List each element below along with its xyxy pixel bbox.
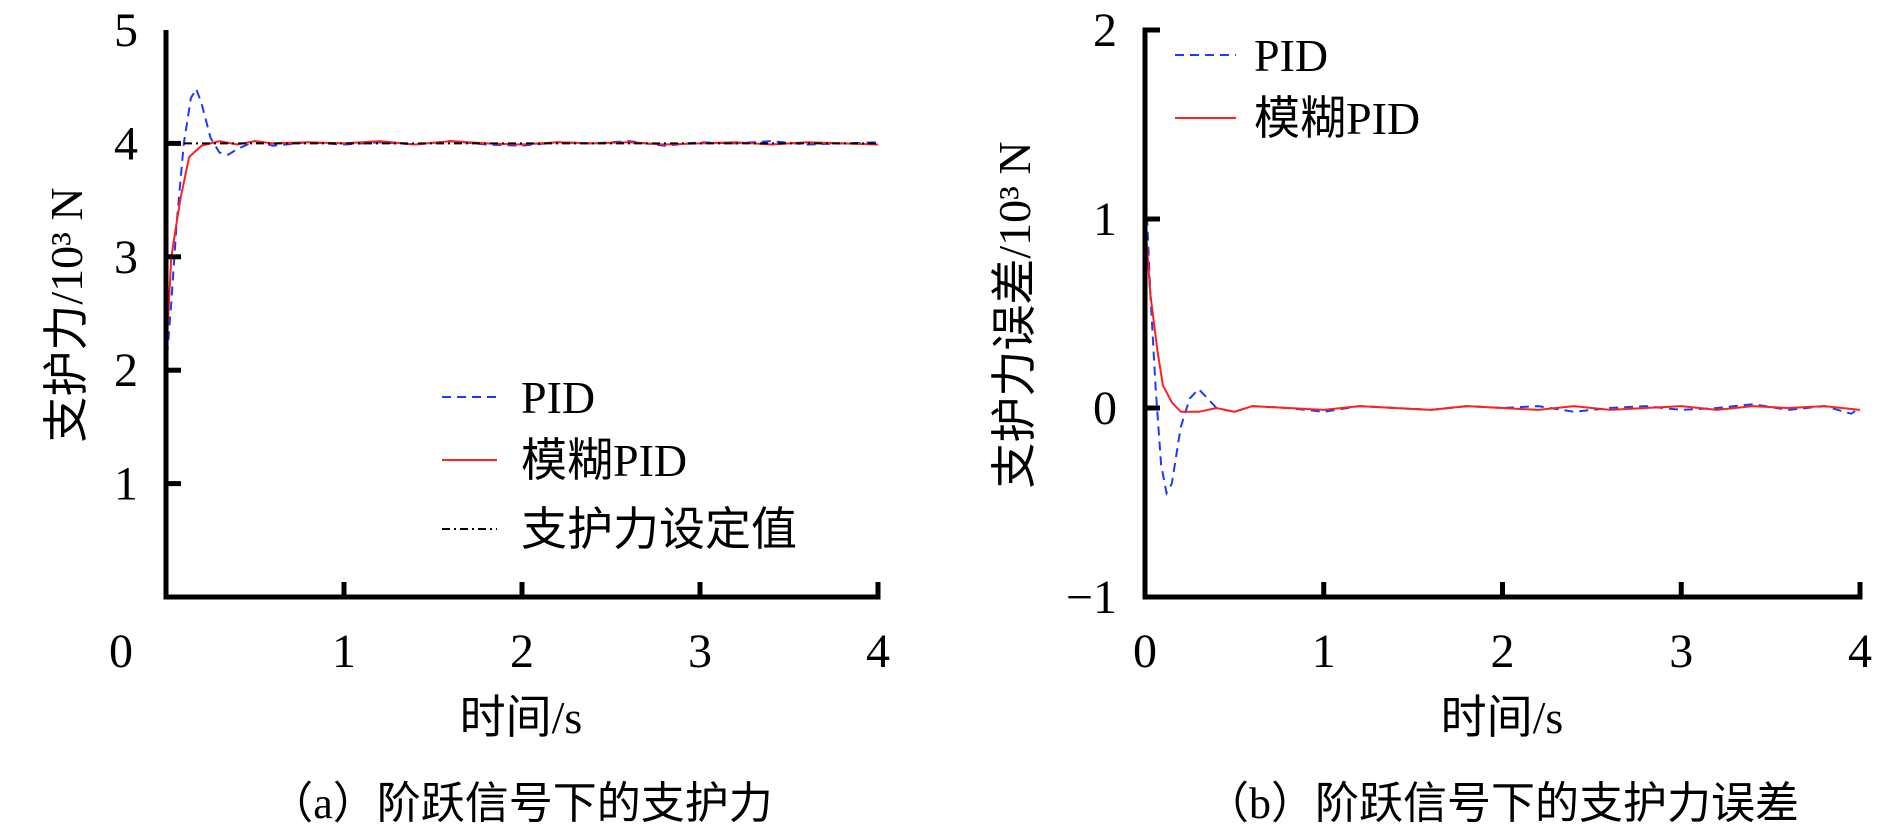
x-tick-label: 0 xyxy=(1133,625,1157,678)
x-tick-label: 3 xyxy=(688,625,712,678)
y-tick-label: 0 xyxy=(1093,382,1117,435)
series-line-1 xyxy=(1144,218,1861,413)
chart-a-ylabel: 支护力/10³ N xyxy=(41,187,92,442)
chart-b-legend: PID 模糊PID xyxy=(1175,30,1420,144)
chart-a-axes xyxy=(163,30,881,600)
series-line-1 xyxy=(165,140,879,359)
legend-label-fuzzy-pid: 模糊PID xyxy=(1254,93,1420,144)
y-tick-label: 2 xyxy=(1093,4,1117,57)
x-tick-label: 2 xyxy=(1491,625,1515,678)
y-tick-label: 5 xyxy=(114,4,138,57)
series-line-0 xyxy=(1144,171,1861,496)
series-line-0 xyxy=(165,86,879,371)
legend-label-fuzzy-pid: 模糊PID xyxy=(521,435,687,486)
y-tick-label: 4 xyxy=(114,117,138,170)
legend-label-pid: PID xyxy=(1254,30,1328,81)
chart-b: 0 1 2 3 4 −1 0 1 2 支护力误差/10³ N 时间/s （b）阶跃信号下的支护力… xyxy=(989,4,1872,828)
chart-b-caption: （b）阶跃信号下的支护力误差 xyxy=(1205,779,1799,828)
x-tick-label: 0 xyxy=(109,625,133,678)
x-tick-label: 2 xyxy=(510,625,534,678)
x-tick-label: 1 xyxy=(1312,625,1336,678)
chart-a-caption: （a）阶跃信号下的支护力 xyxy=(269,779,773,828)
x-tick-label: 1 xyxy=(332,625,356,678)
chart-b-axes xyxy=(1142,27,1863,600)
chart-a-xlabel: 时间/s xyxy=(460,692,583,743)
legend-label-pid: PID xyxy=(521,372,595,423)
legend-label-setpoint: 支护力设定值 xyxy=(521,504,797,555)
y-tick-label: 1 xyxy=(114,458,138,511)
x-tick-label: 4 xyxy=(866,625,890,678)
x-tick-label: 3 xyxy=(1669,625,1693,678)
chart-a-legend: PID 模糊PID 支护力设定值 xyxy=(442,372,797,555)
y-tick-label: 1 xyxy=(1093,193,1117,246)
chart-b-xlabel: 时间/s xyxy=(1441,692,1564,743)
y-tick-label: 2 xyxy=(114,344,138,397)
x-tick-label: 4 xyxy=(1848,625,1872,678)
chart-a: 0 1 2 3 4 1 2 3 4 5 支护力/10³ N 时间/s （a）阶跃信号下的支护力 P… xyxy=(41,4,890,828)
y-tick-label: −1 xyxy=(1066,571,1117,624)
chart-b-ylabel: 支护力误差/10³ N xyxy=(989,141,1040,488)
y-tick-label: 3 xyxy=(114,231,138,284)
